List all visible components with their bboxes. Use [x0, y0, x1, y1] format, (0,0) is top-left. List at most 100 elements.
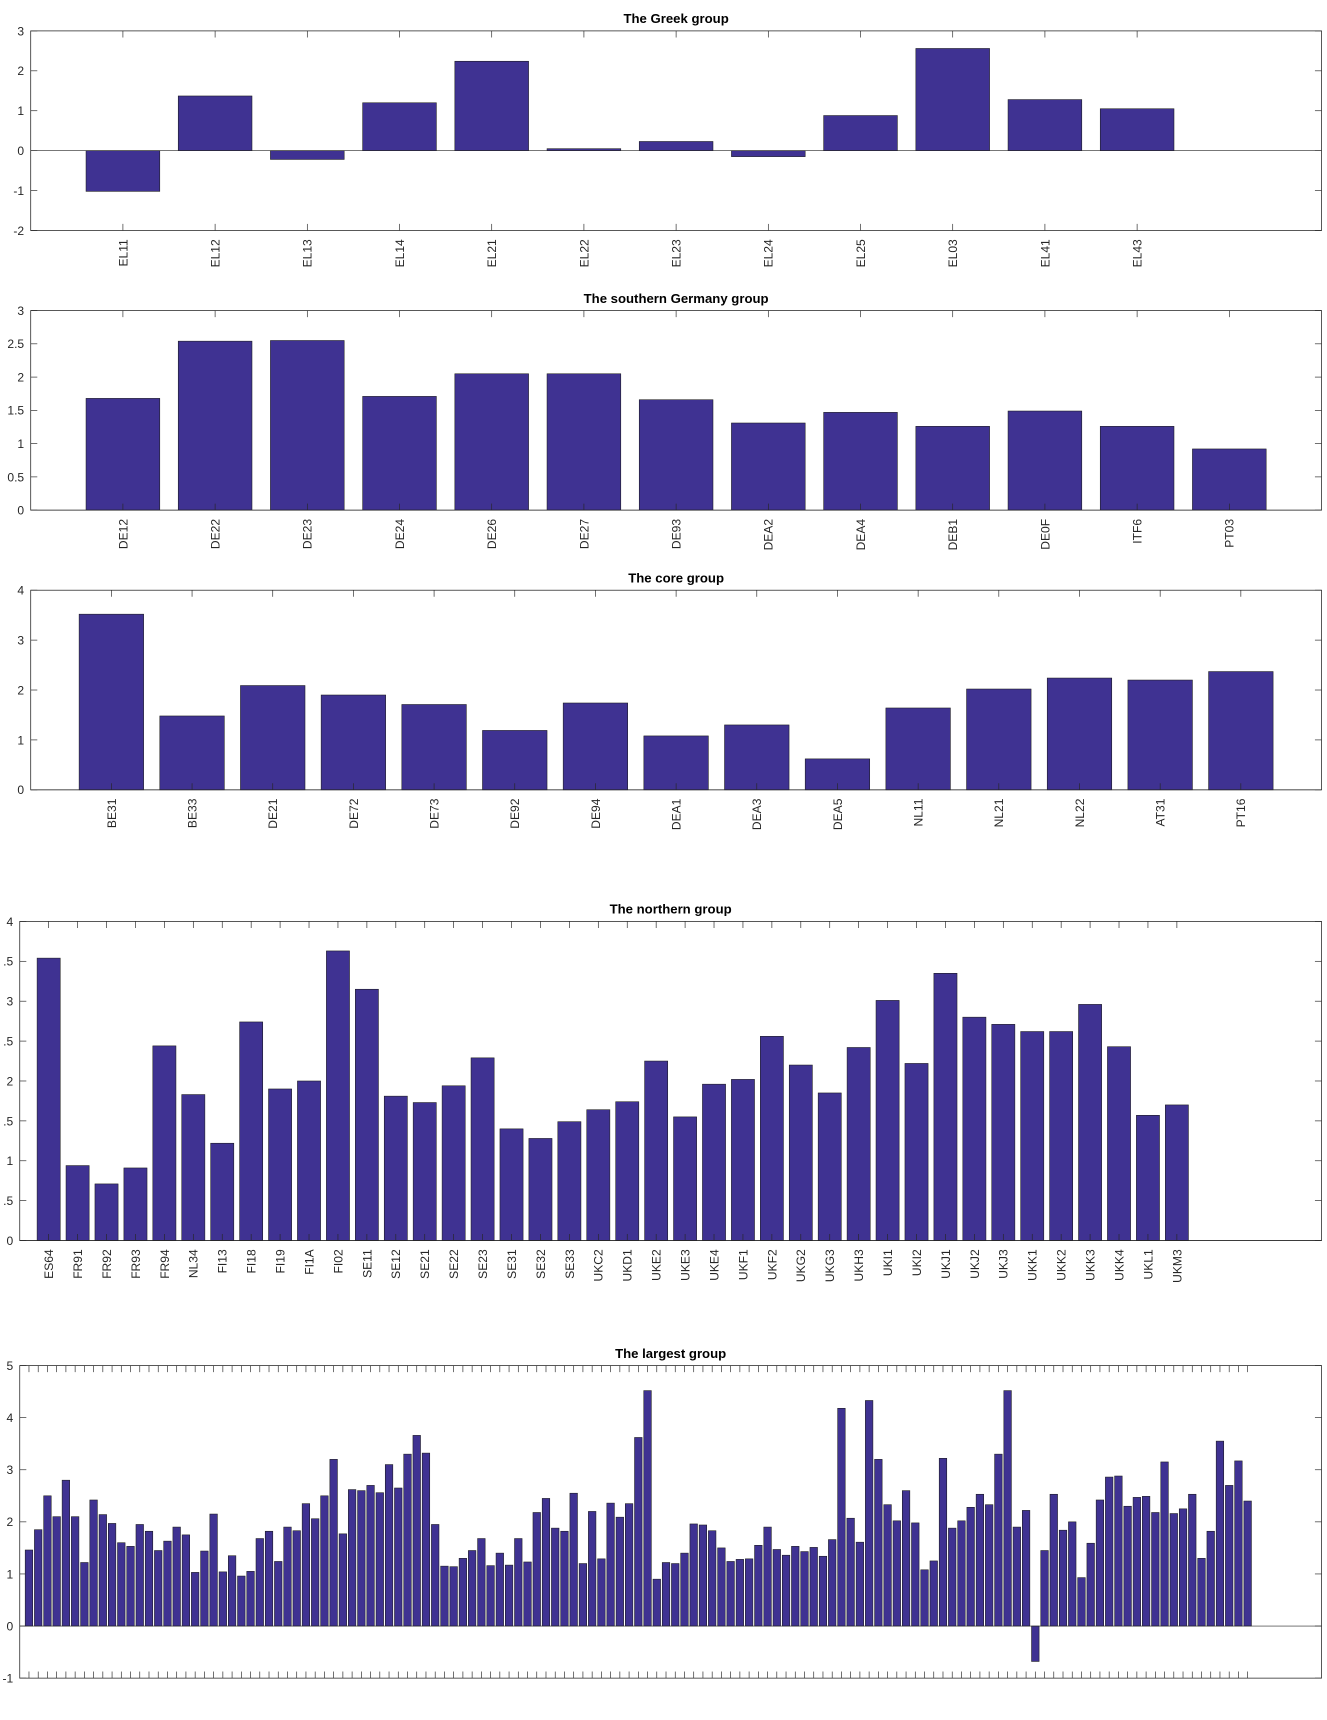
bar	[477, 1538, 486, 1627]
bar	[154, 1550, 163, 1627]
x-tick-label: DE22	[208, 519, 222, 549]
bar	[823, 115, 898, 151]
bar	[597, 1558, 606, 1627]
axes-frame	[19, 1365, 1322, 1679]
x-tick-label: NL11	[912, 798, 926, 826]
bar	[181, 1094, 206, 1241]
bar	[144, 1530, 154, 1627]
x-tick-label: DEA2	[762, 519, 776, 551]
bar	[828, 1539, 837, 1627]
x-tick-label: DEA4	[854, 519, 868, 551]
bar	[680, 1552, 689, 1627]
bar	[159, 715, 225, 791]
bar	[957, 1520, 966, 1627]
y-tick-label: 1	[6, 1154, 13, 1168]
bar	[394, 1487, 403, 1627]
bar	[1178, 1508, 1188, 1627]
bar	[401, 704, 467, 791]
bar	[297, 1080, 321, 1241]
bar	[717, 1547, 726, 1627]
x-tick-label: DE27	[577, 519, 591, 549]
bar	[817, 1092, 842, 1241]
bar	[1058, 1529, 1068, 1627]
bar	[36, 957, 61, 1241]
bar	[929, 1560, 938, 1627]
bar	[546, 373, 622, 511]
axes-frame	[30, 589, 1322, 791]
bar	[412, 1102, 437, 1241]
bar	[1020, 1031, 1045, 1241]
y-tick-label: 3	[17, 24, 24, 38]
x-tick-label: DE12	[116, 519, 130, 549]
bar	[412, 1435, 421, 1627]
bar	[652, 1578, 661, 1627]
bar	[458, 1558, 467, 1627]
x-tick-label: DE24	[393, 519, 407, 549]
bar	[200, 1550, 209, 1627]
y-tick-label: 1	[17, 104, 24, 118]
bar	[264, 1530, 274, 1627]
x-tick-label: DE94	[589, 798, 603, 828]
x-tick-label: FI1A	[302, 1248, 316, 1274]
x-tick-label: UKD1	[621, 1249, 635, 1281]
x-tick-label: UKF1	[736, 1249, 750, 1280]
bar	[135, 1524, 144, 1627]
bar	[606, 1502, 615, 1627]
bar	[865, 1400, 874, 1627]
bar	[431, 1524, 440, 1627]
chart-title: The southern Germany group	[584, 291, 769, 306]
bar	[1012, 1526, 1021, 1627]
bar	[1031, 1625, 1040, 1662]
bar	[1188, 1493, 1197, 1627]
bar	[1127, 679, 1193, 791]
chart-title: The largest group	[615, 1346, 726, 1361]
x-tick-label: DEA5	[831, 798, 845, 830]
x-tick-label: EL11	[116, 239, 130, 267]
bar	[468, 1550, 477, 1627]
y-tick-label: 0	[17, 504, 24, 518]
bar	[698, 1524, 708, 1627]
y-tick-label: 0	[6, 1234, 13, 1248]
bar	[634, 1437, 643, 1627]
bar	[731, 150, 806, 157]
bar	[673, 1116, 697, 1241]
y-tick-label: 0.5	[7, 470, 24, 484]
y-tick-label: 0	[17, 783, 24, 797]
bar	[948, 1527, 957, 1627]
bar	[329, 1459, 338, 1627]
y-tick-label: 1	[6, 1567, 13, 1581]
x-tick-label: SE33	[563, 1249, 577, 1279]
bar	[911, 1522, 920, 1627]
bar	[837, 1408, 846, 1627]
y-tick-label: 2	[17, 370, 24, 384]
x-tick-label: EL03	[946, 239, 960, 267]
bar	[78, 613, 144, 791]
bar	[1165, 1104, 1189, 1241]
chart-title: The core group	[628, 571, 724, 586]
bar	[440, 1565, 449, 1627]
bar	[643, 1390, 652, 1627]
bar	[800, 1551, 809, 1627]
bar	[901, 1490, 911, 1627]
bar	[702, 1083, 726, 1241]
bar	[209, 1513, 218, 1627]
axes-frame	[30, 310, 1322, 511]
x-tick-label: EL25	[854, 239, 868, 267]
y-tick-label: 4	[6, 1411, 13, 1425]
x-tick-label: DE72	[347, 798, 361, 828]
x-tick-label: BE33	[185, 798, 199, 828]
bar	[915, 426, 990, 511]
x-tick-label: UKK2	[1055, 1249, 1069, 1281]
bar	[643, 735, 709, 791]
x-tick-label: EL21	[485, 239, 499, 267]
x-tick-label: FI18	[245, 1249, 259, 1273]
bar	[1206, 1530, 1215, 1627]
bar	[366, 1485, 375, 1627]
bar	[94, 1183, 119, 1241]
x-tick-label: ES64	[42, 1249, 56, 1279]
axes-frame	[19, 921, 1322, 1241]
bar	[809, 1547, 818, 1627]
bar	[268, 1088, 292, 1241]
bar	[754, 1545, 763, 1627]
bar	[975, 1493, 984, 1627]
